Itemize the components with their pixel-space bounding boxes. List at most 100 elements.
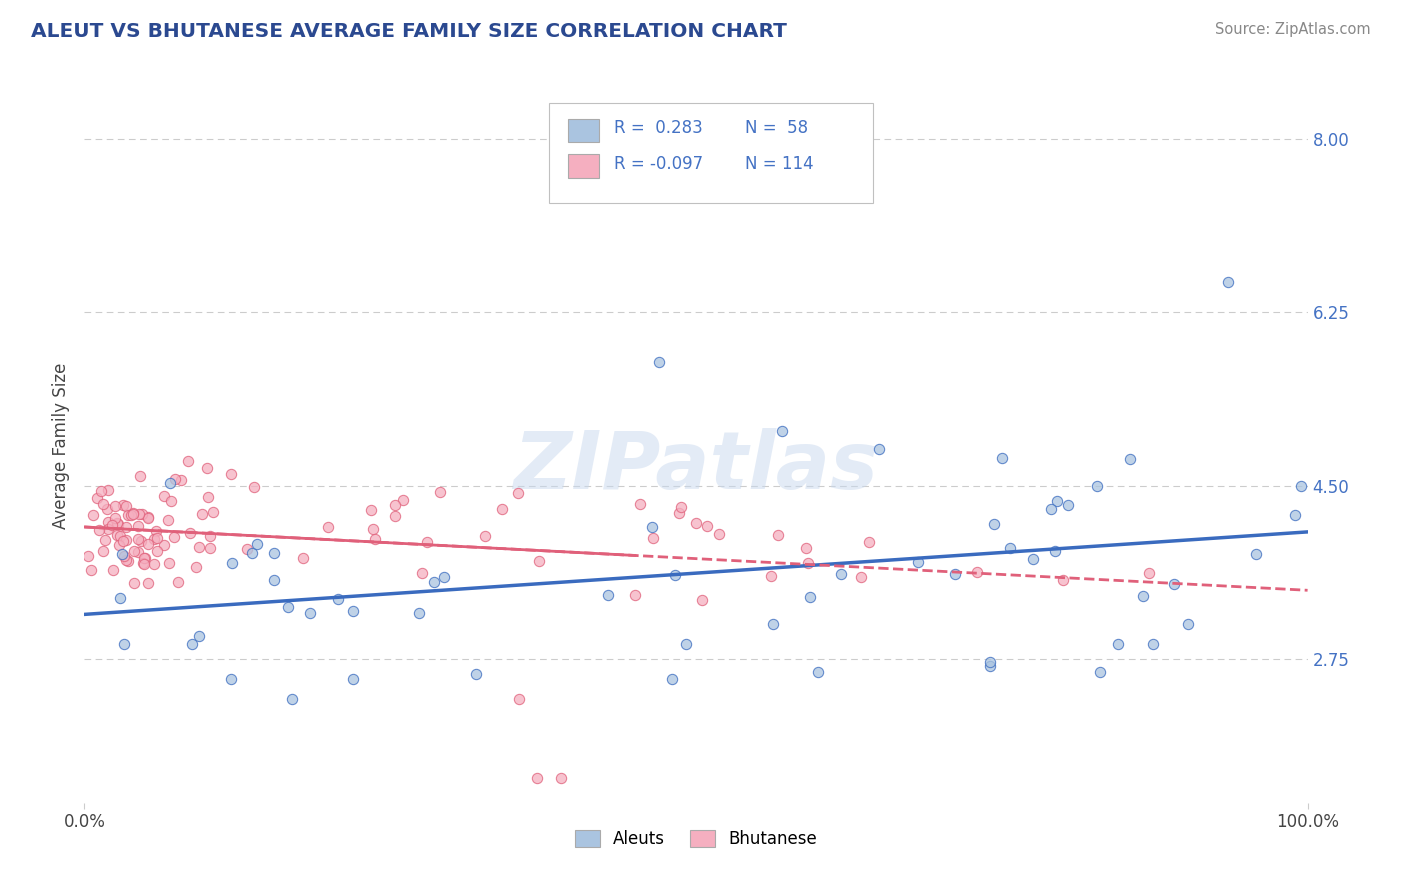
Point — [1142, 637, 1164, 651]
Point — [105, 516, 128, 530]
Point — [648, 355, 671, 369]
Point — [770, 424, 793, 438]
Point — [690, 592, 713, 607]
Point — [160, 493, 183, 508]
Point — [596, 588, 619, 602]
Point — [1163, 576, 1185, 591]
Point — [1291, 478, 1313, 492]
Point — [134, 550, 156, 565]
Point — [628, 497, 651, 511]
Point — [82, 508, 104, 522]
Point — [527, 554, 550, 568]
Point — [101, 563, 124, 577]
Text: N =  58: N = 58 — [745, 120, 808, 137]
Point — [122, 506, 145, 520]
Point — [180, 637, 202, 651]
Point — [105, 527, 128, 541]
Point — [128, 468, 150, 483]
Point — [342, 672, 364, 686]
Point — [122, 544, 145, 558]
Point — [112, 549, 135, 563]
Point — [146, 531, 169, 545]
Point — [1056, 498, 1078, 512]
Text: N = 114: N = 114 — [745, 155, 814, 173]
Point — [177, 454, 200, 468]
Point — [263, 573, 285, 587]
Point — [87, 523, 110, 537]
Point — [429, 484, 451, 499]
Point — [128, 508, 150, 522]
Point — [186, 560, 208, 574]
Point — [136, 511, 159, 525]
Point — [131, 508, 153, 522]
Point — [120, 508, 142, 523]
Point — [110, 529, 132, 543]
Point — [643, 531, 665, 545]
Point — [114, 552, 136, 566]
Point — [80, 564, 103, 578]
Point — [292, 550, 315, 565]
Point — [129, 533, 152, 548]
Point — [132, 556, 155, 570]
Point — [526, 771, 548, 785]
Text: R =  0.283: R = 0.283 — [614, 120, 703, 137]
Point — [122, 576, 145, 591]
Point — [675, 637, 697, 651]
Point — [115, 499, 138, 513]
Point — [94, 533, 117, 547]
Point — [163, 530, 186, 544]
Point — [1052, 573, 1074, 587]
Point — [326, 592, 349, 607]
Point — [156, 513, 179, 527]
Point — [246, 536, 269, 550]
Point — [188, 540, 211, 554]
Point — [136, 576, 159, 591]
Point — [127, 545, 149, 559]
Point — [474, 529, 496, 543]
Point — [90, 484, 112, 499]
Point — [759, 569, 782, 583]
Point — [983, 516, 1005, 531]
Point — [243, 480, 266, 494]
FancyBboxPatch shape — [568, 154, 599, 178]
Point — [97, 522, 120, 536]
Point — [101, 517, 124, 532]
Point — [153, 538, 176, 552]
Point — [132, 551, 155, 566]
Point — [197, 490, 219, 504]
Point — [277, 599, 299, 614]
Point — [624, 588, 647, 602]
Y-axis label: Average Family Size: Average Family Size — [52, 363, 70, 529]
Text: R = -0.097: R = -0.097 — [614, 155, 703, 173]
Point — [145, 524, 167, 538]
Point — [1022, 551, 1045, 566]
Point — [122, 507, 145, 521]
Point — [97, 515, 120, 529]
Point — [219, 467, 242, 481]
Point — [201, 505, 224, 519]
Point — [190, 508, 212, 522]
Point — [1216, 276, 1239, 290]
Point — [146, 544, 169, 558]
Text: ZIPatlas: ZIPatlas — [513, 428, 879, 507]
Point — [298, 606, 321, 620]
Point — [1132, 589, 1154, 603]
Point — [136, 509, 159, 524]
Point — [696, 518, 718, 533]
Point — [1177, 616, 1199, 631]
Point — [342, 604, 364, 618]
Point — [550, 771, 572, 785]
Point — [664, 567, 686, 582]
Point — [858, 534, 880, 549]
Point — [316, 520, 339, 534]
Point — [761, 617, 783, 632]
Point — [195, 460, 218, 475]
Point — [240, 546, 263, 560]
Point — [86, 491, 108, 505]
Point — [108, 591, 131, 605]
Text: Source: ZipAtlas.com: Source: ZipAtlas.com — [1215, 22, 1371, 37]
Point — [1085, 478, 1108, 492]
Point — [104, 499, 127, 513]
Point — [991, 450, 1014, 465]
Point — [1043, 543, 1066, 558]
